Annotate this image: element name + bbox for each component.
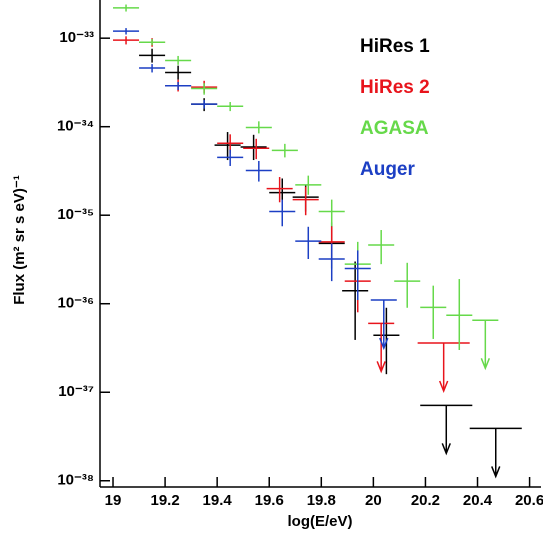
x-tick-label: 20.6: [515, 492, 543, 509]
arrow-head: [491, 466, 501, 479]
y-tick-label: 10⁻³⁵: [57, 206, 94, 223]
x-tick-label: 19.2: [150, 492, 179, 509]
legend-label: AGASA: [360, 118, 429, 139]
x-tick-label: 19: [105, 492, 122, 509]
legend-label: Auger: [360, 159, 416, 180]
y-tick-label: 10⁻³⁷: [58, 383, 94, 400]
x-tick-label: 20.4: [463, 492, 493, 509]
x-tick-label: 19.6: [255, 492, 284, 509]
arrow-head: [441, 443, 451, 456]
arrow-head: [438, 380, 449, 394]
y-tick-label: 10⁻³⁴: [57, 118, 94, 135]
arrow-head: [379, 337, 389, 351]
y-tick-label: 10⁻³⁸: [57, 472, 94, 489]
y-axis-title: Flux (m² sr s eV)⁻¹: [11, 175, 28, 305]
x-tick-label: 20: [365, 492, 382, 509]
x-tick-label: 19.4: [203, 492, 233, 509]
arrow-head: [480, 358, 491, 371]
y-tick-label: 10⁻³⁶: [57, 295, 94, 312]
legend-label: HiRes 1: [360, 36, 430, 57]
x-axis-title: log(E/eV): [287, 513, 352, 530]
arrow-head: [376, 361, 386, 374]
legend-label: HiRes 2: [360, 77, 430, 98]
y-tick-label: 10⁻³³: [59, 29, 94, 46]
x-tick-label: 19.8: [307, 492, 336, 509]
x-tick-label: 20.2: [411, 492, 440, 509]
